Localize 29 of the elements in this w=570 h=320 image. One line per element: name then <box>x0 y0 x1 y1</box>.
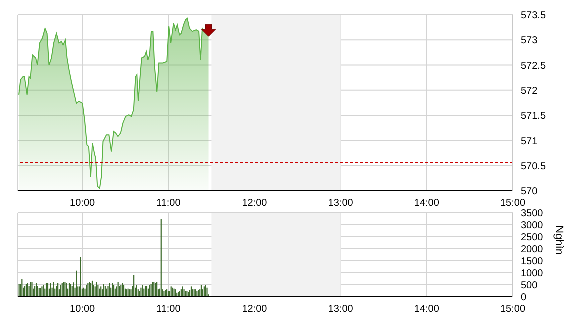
y-tick-label: 2000 <box>521 244 544 256</box>
y-tick-label: 573.5 <box>521 10 546 22</box>
y-tick-label: 571 <box>521 136 538 148</box>
x-tick-label: 10:00 <box>70 198 96 210</box>
y-tick-label: 2500 <box>521 232 544 244</box>
x-tick-label: 11:00 <box>156 304 182 316</box>
x-tick-label: 11:00 <box>156 198 182 210</box>
y-tick-label: 0 <box>521 292 527 304</box>
y-tick-label: 570 <box>521 186 538 198</box>
x-tick-label: 15:00 <box>500 304 526 316</box>
y-axis-title: Nghìn <box>553 226 566 255</box>
x-tick-label: 13:00 <box>328 198 354 210</box>
y-tick-label: 500 <box>521 280 538 292</box>
x-tick-label: 10:00 <box>70 304 96 316</box>
y-tick-label: 3500 <box>521 208 544 220</box>
x-tick-label: 15:00 <box>500 198 526 210</box>
y-tick-label: 572 <box>521 86 538 97</box>
y-tick-label: 571.5 <box>521 111 546 122</box>
x-tick-label: 12:00 <box>242 198 268 210</box>
x-tick-label: 13:00 <box>328 304 354 316</box>
y-tick-label: 1500 <box>521 256 544 268</box>
y-tick-label: 3000 <box>521 220 544 232</box>
x-tick-label: 12:00 <box>242 304 268 316</box>
y-tick-label: 573 <box>521 36 538 47</box>
x-tick-label: 14:00 <box>414 304 440 316</box>
y-tick-label: 572.5 <box>521 60 546 72</box>
y-tick-label: 1000 <box>521 268 544 280</box>
y-tick-label: 570.5 <box>521 161 546 172</box>
x-tick-label: 14:00 <box>414 198 440 210</box>
